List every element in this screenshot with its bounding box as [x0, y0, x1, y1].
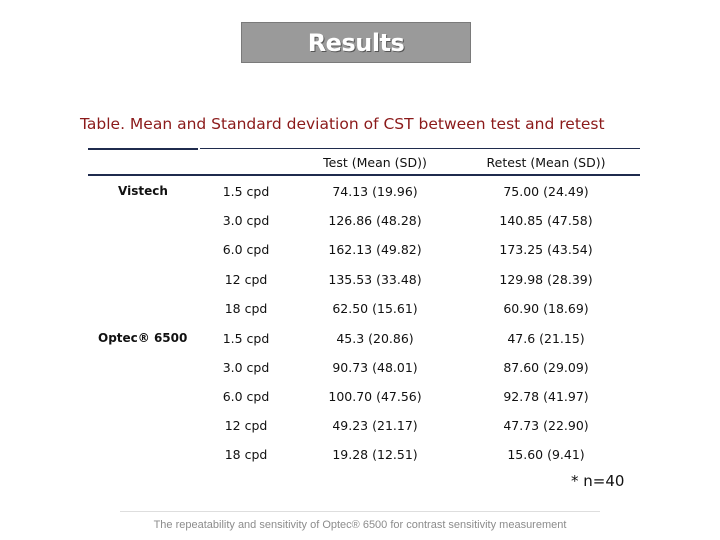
freq-cell: 12 cpd — [224, 272, 268, 287]
table-top-rule-left — [88, 148, 198, 150]
footer-text: The repeatability and sensitivity of Opt… — [153, 519, 567, 531]
freq-cell: 12 cpd — [224, 418, 268, 433]
test-cell: 100.70 (47.56) — [328, 389, 422, 404]
retest-cell: 60.90 (18.69) — [503, 301, 589, 316]
col-header-test: Test (Mean (SD)) — [323, 155, 427, 170]
page-title: Results — [307, 28, 405, 57]
col-header-retest: Retest (Mean (SD)) — [486, 155, 606, 170]
retest-cell: 92.78 (41.97) — [503, 389, 589, 404]
test-cell: 126.86 (48.28) — [328, 213, 422, 228]
sample-size-note: * n=40 — [571, 472, 625, 490]
table-header-rule — [88, 174, 640, 176]
retest-cell: 15.60 (9.41) — [507, 447, 585, 462]
test-cell: 49.23 (21.17) — [332, 418, 418, 433]
freq-cell: 3.0 cpd — [222, 360, 270, 375]
retest-cell: 173.25 (43.54) — [499, 242, 593, 257]
freq-cell: 6.0 cpd — [222, 242, 270, 257]
test-cell: 45.3 (20.86) — [336, 331, 414, 346]
test-cell: 90.73 (48.01) — [332, 360, 418, 375]
test-cell: 74.13 (19.96) — [332, 184, 418, 199]
freq-cell: 1.5 cpd — [222, 331, 270, 346]
group-label-vistech: Vistech — [118, 184, 168, 198]
freq-cell: 18 cpd — [224, 301, 268, 316]
test-cell: 62.50 (15.61) — [332, 301, 418, 316]
test-cell: 19.28 (12.51) — [332, 447, 418, 462]
table-caption: Table. Mean and Standard deviation of CS… — [80, 115, 605, 133]
retest-cell: 87.60 (29.09) — [503, 360, 589, 375]
test-cell: 162.13 (49.82) — [328, 242, 422, 257]
freq-cell: 1.5 cpd — [222, 184, 270, 199]
retest-cell: 47.73 (22.90) — [503, 418, 589, 433]
retest-cell: 140.85 (47.58) — [499, 213, 593, 228]
freq-cell: 18 cpd — [224, 447, 268, 462]
freq-cell: 6.0 cpd — [222, 389, 270, 404]
retest-cell: 75.00 (24.49) — [503, 184, 589, 199]
table-top-rule-right — [200, 148, 640, 149]
test-cell: 135.53 (33.48) — [328, 272, 422, 287]
freq-cell: 3.0 cpd — [222, 213, 270, 228]
retest-cell: 47.6 (21.15) — [507, 331, 585, 346]
group-label-optec: Optec® 6500 — [98, 331, 188, 345]
retest-cell: 129.98 (28.39) — [499, 272, 593, 287]
footer-divider — [120, 511, 600, 512]
results-title-box: Results — [241, 22, 471, 63]
